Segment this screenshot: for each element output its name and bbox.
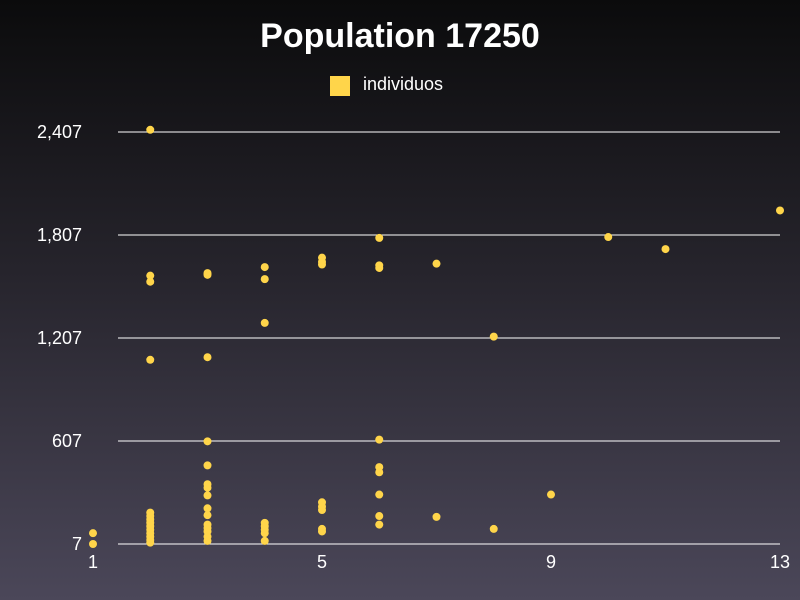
y-tick-label: 1,807: [37, 225, 82, 245]
data-point: [375, 233, 384, 242]
data-point: [260, 536, 269, 545]
data-point: [89, 529, 97, 538]
data-point: [146, 277, 155, 286]
data-points: [89, 125, 784, 548]
chart-title: Population 17250: [260, 17, 540, 55]
data-point: [318, 260, 326, 269]
data-point: [203, 504, 212, 513]
legend-label: individuos: [363, 74, 443, 94]
data-point: [776, 206, 784, 215]
data-point: [375, 490, 384, 499]
data-point: [489, 332, 498, 341]
data-point: [318, 506, 326, 515]
data-point: [260, 263, 269, 272]
data-point: [146, 125, 155, 134]
data-point: [375, 435, 384, 444]
data-point: [375, 520, 384, 529]
data-point: [375, 468, 384, 477]
x-axis-ticks: 1 5 9 13: [88, 552, 790, 572]
data-point: [89, 540, 97, 548]
y-tick-label: 1,207: [37, 328, 82, 348]
legend-swatch: [330, 76, 350, 96]
y-tick-label: 607: [52, 431, 82, 451]
y-tick-label: 2,407: [37, 122, 82, 142]
data-point: [203, 483, 212, 492]
legend: individuos: [330, 74, 443, 96]
grid: [118, 131, 780, 545]
data-point: [375, 512, 384, 521]
data-point: [604, 233, 613, 242]
data-point: [203, 270, 212, 279]
data-point: [260, 529, 269, 538]
data-point: [146, 355, 155, 364]
y-tick-label: 7: [72, 534, 82, 554]
data-point: [375, 263, 384, 272]
data-point: [203, 437, 212, 446]
y-axis-ticks: 2,407 1,807 1,207 607 7: [37, 122, 82, 554]
data-point: [661, 245, 670, 254]
data-point: [203, 491, 212, 500]
data-point: [432, 259, 441, 268]
x-tick-label: 13: [770, 552, 790, 572]
x-tick-label: 5: [317, 552, 327, 572]
x-tick-label: 1: [88, 552, 98, 572]
data-point: [432, 512, 441, 521]
data-point: [489, 524, 498, 533]
data-point: [547, 490, 555, 499]
data-point: [260, 275, 269, 284]
data-point: [146, 271, 155, 280]
x-tick-label: 9: [546, 552, 556, 572]
data-point: [146, 538, 155, 547]
data-point: [203, 353, 212, 362]
data-point: [318, 527, 326, 536]
data-point: [260, 318, 269, 327]
data-point: [203, 536, 212, 545]
data-point: [203, 511, 212, 520]
data-point: [203, 461, 212, 470]
